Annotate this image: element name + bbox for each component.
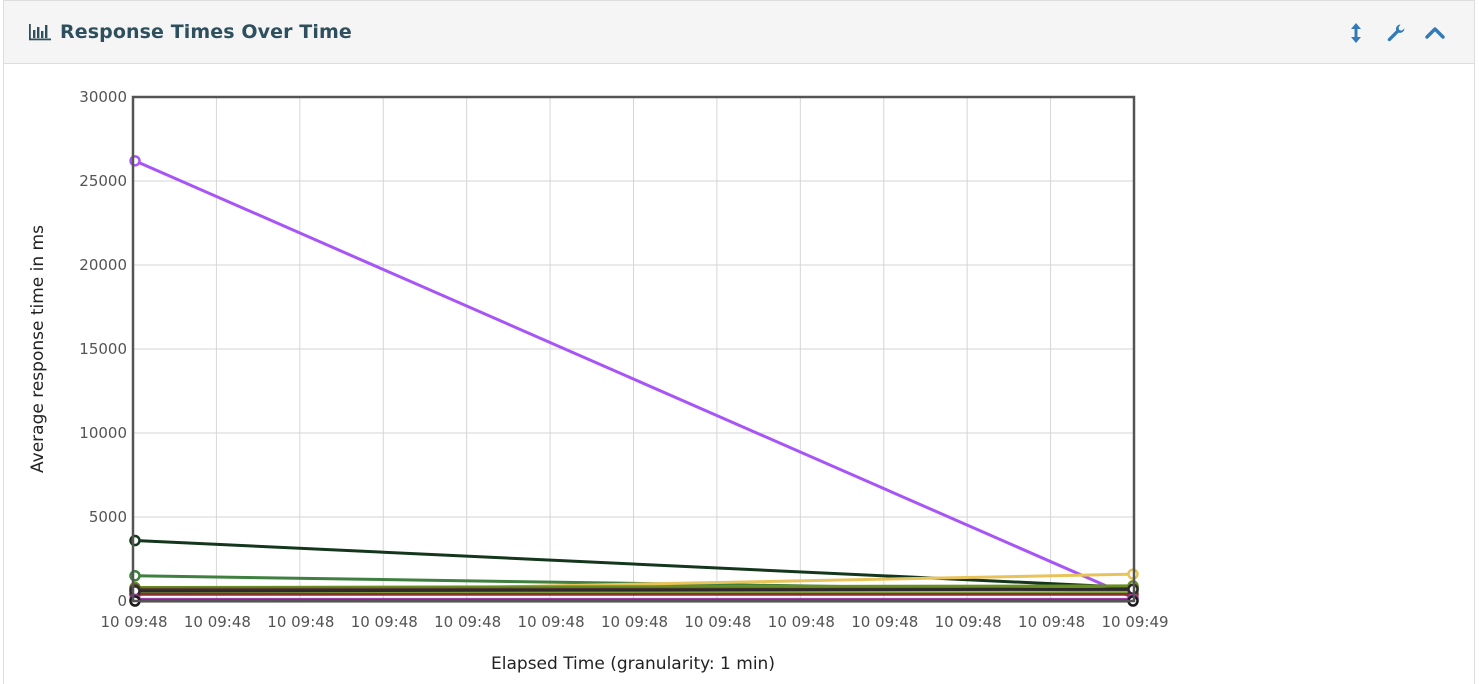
y-tick-label: 20000: [79, 256, 127, 274]
x-tick-label: 10 09:48: [1018, 613, 1085, 631]
bar-chart-icon: [29, 24, 51, 41]
y-tick-label: 30000: [79, 88, 127, 106]
series-line: [134, 539, 1134, 590]
y-tick-label: 0: [117, 592, 127, 610]
x-tick-label: 10 09:48: [935, 613, 1002, 631]
resize-vertical-icon: [1351, 23, 1361, 43]
series-line: [134, 159, 1134, 600]
x-axis-ticks: 10 09:48 10 09:48 10 09:48 10 09:48 10 09:48…: [100, 613, 1168, 631]
panel-title: Response Times Over Time: [60, 21, 352, 43]
x-tick-label: 10 09:48: [518, 613, 585, 631]
x-tick-label: 10 09:48: [184, 613, 251, 631]
y-axis-ticks: 0 5000 10000 15000 20000 25000 30000: [79, 88, 127, 610]
x-tick-label: 10 09:48: [267, 613, 334, 631]
x-tick-label: 10 09:48: [434, 613, 501, 631]
x-tick-label: 10 09:48: [351, 613, 418, 631]
plot-frame: [131, 95, 1136, 603]
y-tick-label: 10000: [79, 424, 127, 442]
collapse-button[interactable]: [1423, 21, 1447, 45]
chevron-up-icon: [1425, 27, 1445, 39]
y-tick-label: 25000: [79, 172, 127, 190]
series-line: [134, 587, 1134, 593]
resize-button[interactable]: [1344, 21, 1368, 45]
x-tick-label: 10 09:49: [1101, 613, 1168, 631]
x-tick-label: 10 09:48: [601, 613, 668, 631]
x-tick-label: 10 09:48: [768, 613, 835, 631]
x-tick-label: 10 09:48: [851, 613, 918, 631]
series-line: [134, 584, 1134, 590]
y-axis-label: Average response time in ms: [28, 225, 48, 473]
y-tick-label: 15000: [79, 340, 127, 358]
y-tick-label: 5000: [89, 508, 127, 526]
panel-title-wrap[interactable]: Response Times Over Time: [28, 21, 352, 43]
settings-button[interactable]: [1384, 21, 1408, 45]
x-axis-label: Elapsed Time (granularity: 1 min): [491, 654, 775, 674]
x-tick-label: 10 09:48: [684, 613, 751, 631]
x-tick-label: 10 09:48: [100, 613, 167, 631]
chart-grid: [132, 96, 1135, 602]
wrench-icon: [1387, 24, 1405, 42]
panel-heading: Response Times Over Time: [4, 1, 1474, 64]
